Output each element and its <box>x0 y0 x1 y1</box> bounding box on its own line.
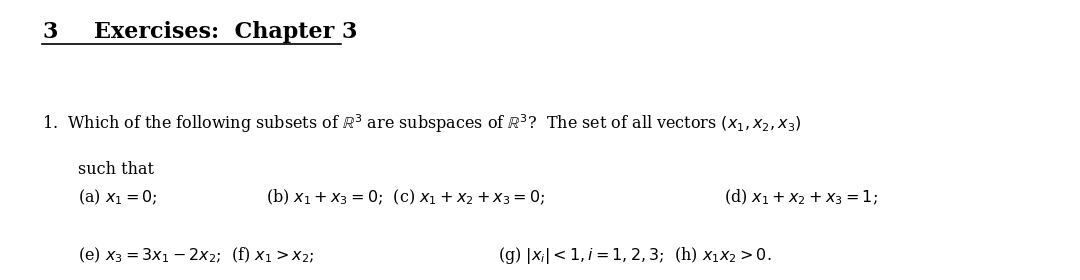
Text: such that: such that <box>78 161 153 178</box>
Text: (d) $x_1 + x_2 + x_3 = 1$;: (d) $x_1 + x_2 + x_3 = 1$; <box>725 187 878 207</box>
Text: (a) $x_1 = 0$;: (a) $x_1 = 0$; <box>78 187 158 207</box>
Text: (e) $x_3 = 3x_1 - 2x_2$;  (f) $x_1 > x_2$;: (e) $x_3 = 3x_1 - 2x_2$; (f) $x_1 > x_2$… <box>78 245 314 265</box>
Text: (g) $|x_i| < 1, i = 1, 2, 3$;  (h) $x_1 x_2 > 0$.: (g) $|x_i| < 1, i = 1, 2, 3$; (h) $x_1 x… <box>498 245 771 266</box>
Text: (b) $x_1 + x_3 = 0$;  (c) $x_1 + x_2 + x_3 = 0$;: (b) $x_1 + x_3 = 0$; (c) $x_1 + x_2 + x_… <box>267 187 546 207</box>
Text: 1.  Which of the following subsets of $\mathbb{R}^3$ are subspaces of $\mathbb{R: 1. Which of the following subsets of $\m… <box>42 112 801 135</box>
Text: 3: 3 <box>42 21 57 43</box>
Text: Exercises:  Chapter 3: Exercises: Chapter 3 <box>94 21 357 43</box>
